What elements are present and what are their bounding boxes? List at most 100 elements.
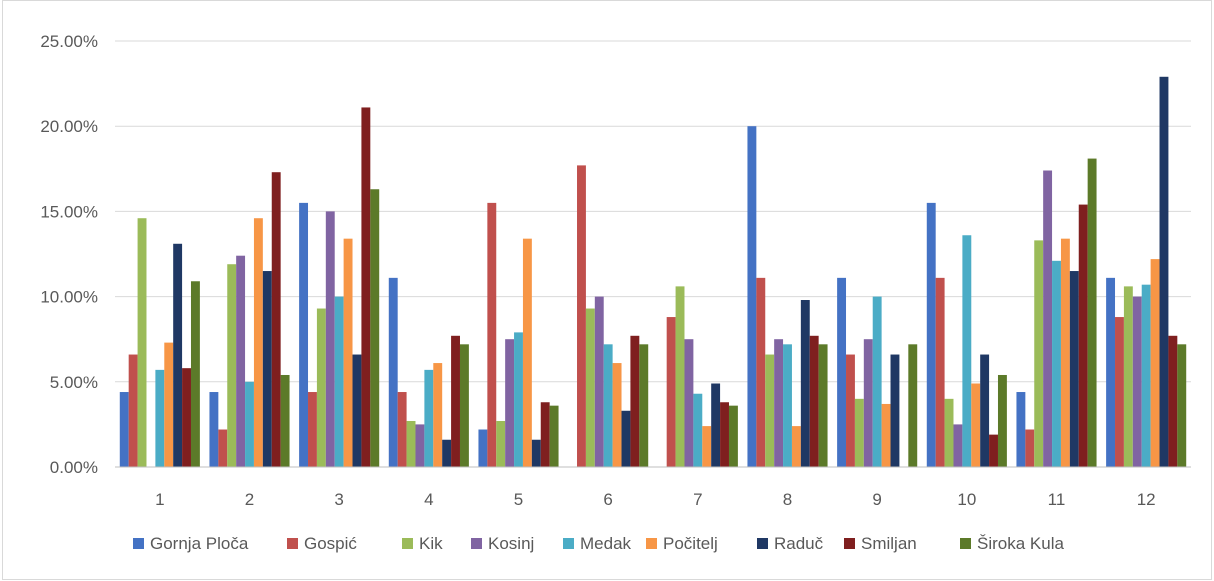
bar: [182, 368, 191, 467]
x-tick-label: 4: [424, 490, 433, 509]
legend-label: Smiljan: [861, 534, 917, 553]
bar: [855, 399, 864, 467]
legend-label: Raduč: [774, 534, 824, 553]
bar: [514, 332, 523, 467]
bar: [962, 235, 971, 467]
bar: [478, 430, 487, 467]
legend-label: Kik: [419, 534, 443, 553]
bar: [254, 218, 263, 467]
bar: [711, 384, 720, 467]
x-tick-label: 7: [693, 490, 702, 509]
bar: [774, 339, 783, 467]
bar: [792, 426, 801, 467]
bar: [263, 271, 272, 467]
bar: [953, 424, 962, 467]
bar: [164, 343, 173, 467]
bar: [765, 355, 774, 467]
bar: [810, 336, 819, 467]
bar: [783, 344, 792, 467]
x-tick-label: 5: [514, 490, 523, 509]
bar: [120, 392, 129, 467]
bar: [882, 404, 891, 467]
bar: [1025, 430, 1034, 467]
bar: [505, 339, 514, 467]
bar: [487, 203, 496, 467]
bar: [989, 435, 998, 467]
y-tick-label: 5.00%: [50, 373, 98, 392]
legend-swatch: [646, 538, 657, 549]
bar: [173, 244, 182, 467]
bar: [209, 392, 218, 467]
bar: [424, 370, 433, 467]
x-tick-label: 8: [783, 490, 792, 509]
bar: [684, 339, 693, 467]
legend-swatch: [133, 538, 144, 549]
bar: [415, 424, 424, 467]
bar: [604, 344, 613, 467]
bar: [442, 440, 451, 467]
bar: [801, 300, 810, 467]
bar: [335, 297, 344, 467]
bar: [936, 278, 945, 467]
bar: [639, 344, 648, 467]
bar: [138, 218, 147, 467]
legend-label: Počitelj: [663, 534, 718, 553]
bar: [676, 286, 685, 467]
bar: [837, 278, 846, 467]
bar: [846, 355, 855, 467]
bar: [1034, 240, 1043, 467]
bar: [218, 430, 227, 467]
x-tick-label: 9: [872, 490, 881, 509]
bar: [891, 355, 900, 467]
bar: [550, 406, 559, 467]
legend-swatch: [563, 538, 574, 549]
bar: [299, 203, 308, 467]
bar: [1016, 392, 1025, 467]
legend-label: Kosinj: [488, 534, 534, 553]
bar: [864, 339, 873, 467]
bar: [308, 392, 317, 467]
legend: Gornja Ploča Gospić Kik Kosinj Medak Počitelj…: [133, 534, 1064, 553]
y-tick-label: 0.00%: [50, 458, 98, 477]
x-tick-label: 10: [957, 490, 976, 509]
bar: [945, 399, 954, 467]
bar: [630, 336, 639, 467]
bar: [998, 375, 1007, 467]
bar: [245, 382, 254, 467]
bar: [433, 363, 442, 467]
bar: [577, 165, 586, 467]
bar: [460, 344, 469, 467]
bar: [129, 355, 138, 467]
bar: [702, 426, 711, 467]
bar: [595, 297, 604, 467]
bar: [326, 211, 335, 467]
bar: [451, 336, 460, 467]
bar: [370, 189, 379, 467]
legend-swatch: [471, 538, 482, 549]
legend-label: Gospić: [304, 534, 357, 553]
x-tick-label: 2: [245, 490, 254, 509]
bar: [398, 392, 407, 467]
bar: [927, 203, 936, 467]
bar: [756, 278, 765, 467]
bar: [971, 384, 980, 467]
bar: [191, 281, 200, 467]
bar: [317, 309, 326, 467]
bar: [344, 239, 353, 467]
bar: [720, 402, 729, 467]
bar: [1070, 271, 1079, 467]
bar: [1061, 239, 1070, 467]
bar: [1124, 286, 1133, 467]
bar: [1106, 278, 1115, 467]
y-tick-label: 10.00%: [40, 288, 98, 307]
x-tick-label: 1: [155, 490, 164, 509]
bar: [272, 172, 281, 467]
bar: [407, 421, 416, 467]
bar: [361, 107, 370, 467]
bar: [747, 126, 756, 467]
bar: [236, 256, 245, 467]
x-tick-label: 11: [1048, 490, 1066, 509]
x-axis: 1 2 3 4 5 6 7 8 9 10 11 12: [115, 467, 1191, 509]
